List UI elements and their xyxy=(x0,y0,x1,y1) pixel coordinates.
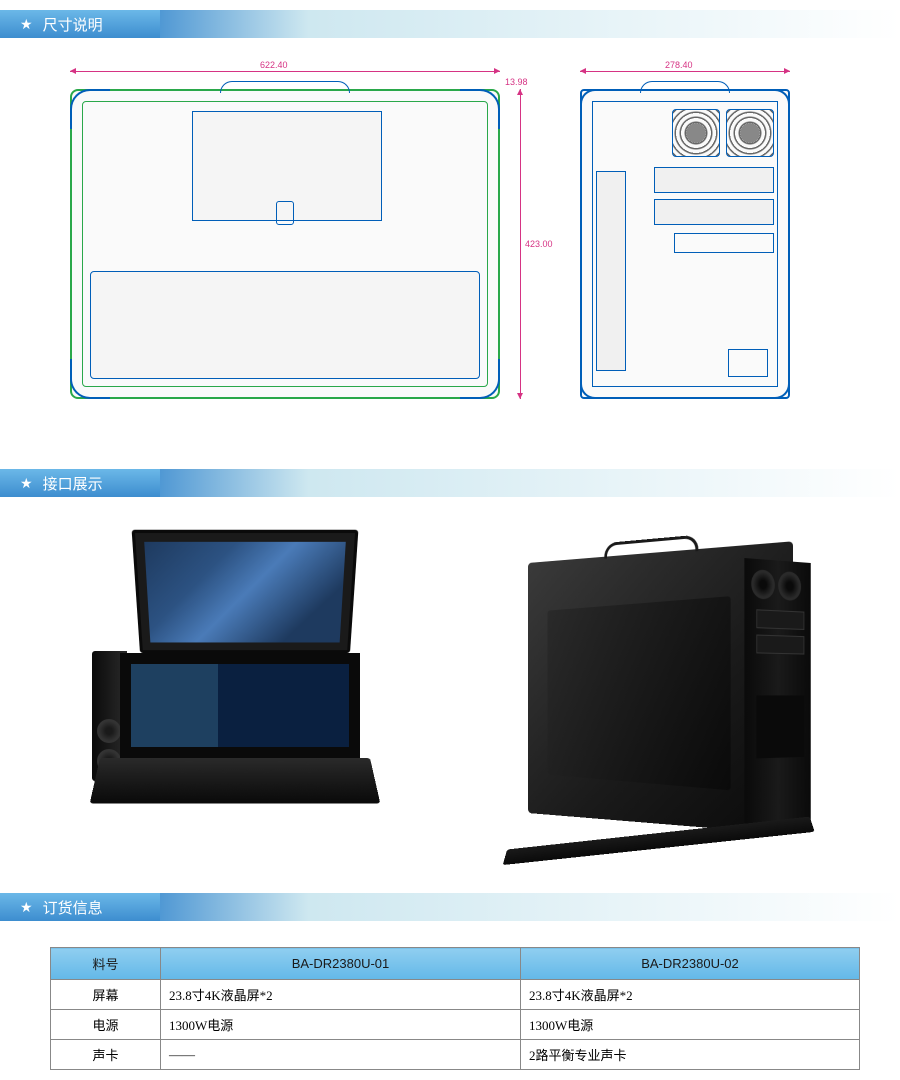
drawing-front-view: 622.40 13.98 423.00 xyxy=(60,59,540,439)
header-tail xyxy=(160,469,900,497)
drive-bay-2 xyxy=(654,199,774,225)
front-mini-port xyxy=(276,201,294,225)
row-value-1: —— xyxy=(161,1040,521,1070)
section-header-interfaces: ★ 接口展示 xyxy=(0,467,900,499)
header-tail xyxy=(160,10,900,38)
row-label: 屏幕 xyxy=(51,980,161,1010)
product-photo-open xyxy=(70,533,390,833)
dim-width-label: 622.40 xyxy=(260,60,288,70)
section-title: 接口展示 xyxy=(43,473,103,494)
bottom-screen xyxy=(120,653,360,758)
closed-side-panel xyxy=(744,558,810,828)
closed-handle xyxy=(604,535,698,559)
dim-handle-offset: 13.98 xyxy=(505,77,528,87)
chassis-side-outline xyxy=(580,89,790,399)
star-icon: ★ xyxy=(20,899,33,916)
col-header-model-1: BA-DR2380U-01 xyxy=(161,948,521,980)
corner-tr xyxy=(460,89,500,129)
front-panel-bottom xyxy=(90,271,480,379)
bottom-port xyxy=(728,349,768,377)
star-icon: ★ xyxy=(20,16,33,33)
row-value-2: 23.8寸4K液晶屏*2 xyxy=(521,980,860,1010)
closed-base-stand xyxy=(503,817,815,865)
fan-icon-2 xyxy=(726,109,774,157)
section-title: 订货信息 xyxy=(43,897,103,918)
closed-fan-2-icon xyxy=(751,569,775,600)
table-header-row: 料号 BA-DR2380U-01 BA-DR2380U-02 xyxy=(51,948,860,980)
closed-io-panel xyxy=(756,695,804,758)
ordering-table: 料号 BA-DR2380U-01 BA-DR2380U-02 屏幕 23.8寸4… xyxy=(50,947,860,1070)
row-value-2: 1300W电源 xyxy=(521,1010,860,1040)
closed-body xyxy=(528,541,793,834)
row-value-1: 1300W电源 xyxy=(161,1010,521,1040)
table-row: 电源 1300W电源 1300W电源 xyxy=(51,1010,860,1040)
header-bar: ★ 订货信息 xyxy=(0,893,160,921)
drawing-side-view: 278.40 xyxy=(570,59,830,439)
section-title: 尺寸说明 xyxy=(43,14,103,35)
section-header-dimensions: ★ 尺寸说明 xyxy=(0,8,900,40)
star-icon: ★ xyxy=(20,475,33,492)
row-value-1: 23.8寸4K液晶屏*2 xyxy=(161,980,521,1010)
closed-drive-bay-2 xyxy=(756,634,804,654)
drive-bay-1 xyxy=(654,167,774,193)
row-label: 电源 xyxy=(51,1010,161,1040)
header-bar: ★ 接口展示 xyxy=(0,469,160,497)
folded-screen-panel xyxy=(547,596,730,790)
closed-fan-1-icon xyxy=(778,571,801,601)
ordering-table-container: 料号 BA-DR2380U-01 BA-DR2380U-02 屏幕 23.8寸4… xyxy=(0,927,900,1080)
col-header-label: 料号 xyxy=(51,948,161,980)
section-header-ordering: ★ 订货信息 xyxy=(0,891,900,923)
table-row: 屏幕 23.8寸4K液晶屏*2 23.8寸4K液晶屏*2 xyxy=(51,980,860,1010)
fan-icon-1 xyxy=(672,109,720,157)
io-panel xyxy=(674,233,774,253)
side-handle xyxy=(640,81,730,93)
table-row: 声卡 —— 2路平衡专业声卡 xyxy=(51,1040,860,1070)
top-screen xyxy=(132,530,359,653)
corner-tl xyxy=(70,89,110,129)
row-label: 声卡 xyxy=(51,1040,161,1070)
handle-outline xyxy=(220,81,350,93)
header-bar: ★ 尺寸说明 xyxy=(0,10,160,38)
closed-drive-bay-1 xyxy=(756,609,804,630)
chassis-front-outline xyxy=(70,89,500,399)
col-header-model-2: BA-DR2380U-02 xyxy=(521,948,860,980)
side-fan-2-icon xyxy=(97,719,121,743)
keyboard-tray xyxy=(90,758,381,803)
interface-photos xyxy=(0,503,900,883)
product-photo-closed xyxy=(470,533,850,853)
dim-depth-label: 278.40 xyxy=(665,60,693,70)
dim-height-label: 423.00 xyxy=(525,239,553,249)
header-tail xyxy=(160,893,900,921)
row-value-2: 2路平衡专业声卡 xyxy=(521,1040,860,1070)
dimensions-drawings: 622.40 13.98 423.00 278.40 xyxy=(0,44,900,459)
support-leg xyxy=(596,171,626,371)
